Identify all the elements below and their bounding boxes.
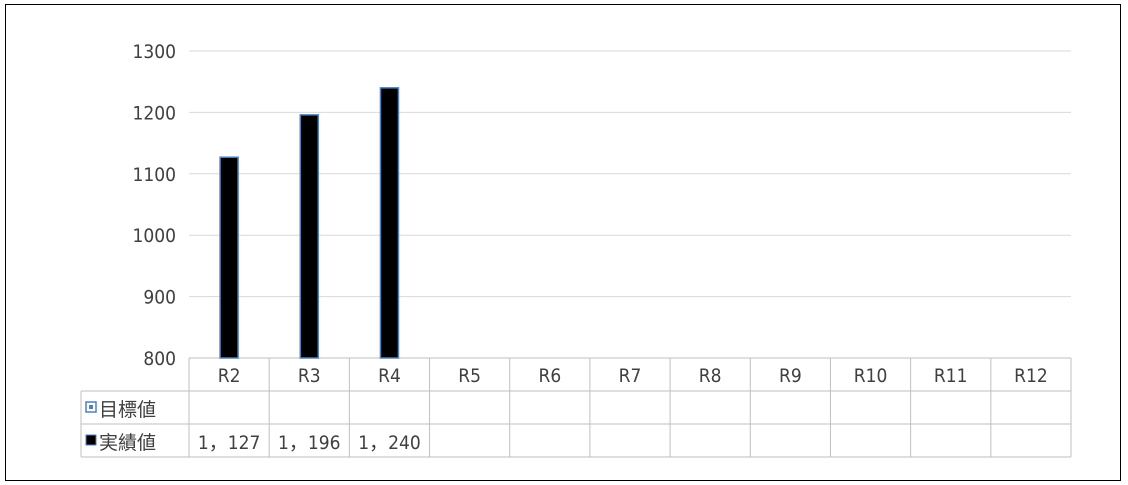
x-tick-label: R2 <box>218 365 241 387</box>
legend-marker-target-dot <box>89 405 93 409</box>
x-tick-label: R11 <box>934 365 968 387</box>
x-tick-label: R4 <box>378 365 401 387</box>
bar-r2 <box>219 156 239 359</box>
y-tick-label: 1300 <box>133 41 177 63</box>
table-cell-value: 1，240 <box>358 432 421 454</box>
legend-label: 目標値 <box>99 399 156 421</box>
chart-frame <box>5 4 1121 481</box>
y-tick-label: 1200 <box>133 102 177 124</box>
x-tick-label: R12 <box>1014 365 1048 387</box>
x-tick-label: R8 <box>699 365 722 387</box>
x-tick-label: R5 <box>458 365 481 387</box>
table-cell-value: 1，127 <box>198 432 261 454</box>
x-tick-label: R7 <box>619 365 642 387</box>
table-cell-value: 1，196 <box>278 432 341 454</box>
x-tick-label: R6 <box>538 365 561 387</box>
y-tick-label: 1100 <box>133 164 177 186</box>
x-tick-label: R10 <box>854 365 888 387</box>
y-tick-label: 1000 <box>133 225 177 247</box>
legend-label: 実績値 <box>99 432 156 454</box>
bar-r4 <box>379 87 400 359</box>
x-tick-label: R3 <box>298 365 321 387</box>
y-tick-label: 800 <box>143 348 176 370</box>
y-tick-label: 900 <box>143 287 176 309</box>
x-tick-label: R9 <box>779 365 802 387</box>
legend-marker-actual <box>85 434 97 446</box>
bar-r3 <box>299 114 320 359</box>
